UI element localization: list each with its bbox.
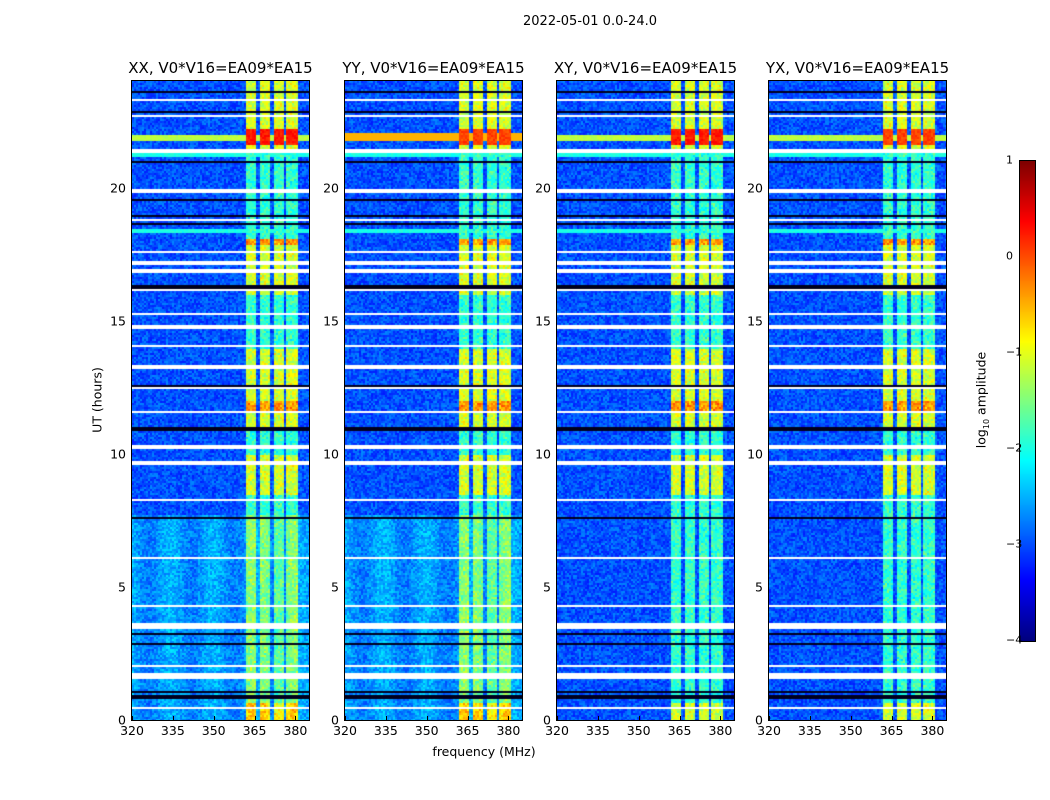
x-tick-label: 350	[414, 723, 439, 738]
x-tick-mark	[932, 716, 934, 720]
x-tick-label: 365	[242, 723, 267, 738]
x-tick-mark	[467, 716, 469, 720]
x-tick-label: 320	[545, 723, 569, 738]
colorbar-tick-label: −4	[1006, 633, 1023, 647]
x-tick-mark	[720, 716, 722, 720]
y-tick-label: 20	[110, 180, 126, 195]
y-tick-label: 15	[747, 313, 763, 329]
panel-title: YY, V0*V16=EA09*EA15	[342, 59, 525, 77]
heatmap-image	[769, 81, 946, 720]
y-tick-label: 5	[755, 579, 763, 595]
x-tick-label: 335	[585, 723, 610, 738]
x-tick-label: 350	[626, 723, 651, 738]
x-tick-label: 365	[667, 723, 692, 738]
x-tick-label: 365	[455, 723, 480, 738]
x-tick-label: 380	[708, 723, 733, 738]
y-tick-label: 10	[747, 446, 763, 462]
y-tick-label: 10	[535, 446, 551, 462]
y-tick-label: 20	[747, 180, 763, 195]
y-tick-label: 15	[110, 313, 126, 329]
heatmap-image	[557, 81, 734, 720]
y-tick-label: 20	[323, 180, 339, 195]
colorbar-tick-label: 1	[1006, 153, 1013, 167]
x-tick-label: 380	[920, 723, 945, 738]
x-tick-label: 380	[283, 723, 308, 738]
x-tick-mark	[132, 716, 133, 720]
colorbar-tick-label: −3	[1006, 537, 1023, 551]
x-tick-label: 365	[879, 723, 904, 738]
figure-title: 2022-05-01 0.0-24.0	[523, 14, 657, 29]
y-tick-label: 0	[331, 712, 339, 728]
y-tick-label: 10	[110, 446, 126, 462]
colorbar-tick-label: −1	[1006, 345, 1023, 359]
x-tick-label: 350	[201, 723, 226, 738]
x-tick-mark	[172, 716, 174, 720]
y-tick-label: 0	[755, 712, 763, 728]
colorbar-label: log10 amplitude	[973, 351, 991, 449]
y-tick-label: 15	[535, 313, 551, 329]
x-tick-mark	[557, 716, 558, 720]
x-tick-mark	[769, 716, 770, 720]
x-tick-mark	[508, 716, 510, 720]
colorbar	[1019, 160, 1036, 642]
x-tick-label: 335	[797, 723, 822, 738]
y-tick-label: 5	[118, 579, 126, 595]
y-tick-label: 20	[535, 180, 551, 195]
heatmap-image	[345, 81, 522, 720]
x-tick-label: 320	[757, 723, 781, 738]
x-tick-mark	[385, 716, 387, 720]
y-tick-label: 0	[543, 712, 551, 728]
panel-title: XX, V0*V16=EA09*EA15	[128, 59, 313, 77]
y-tick-label: 5	[543, 579, 551, 595]
spectrogram-panel-xy: XY, V0*V16=EA09*EA15 320 335 350 365 380 0 5 10 1…	[535, 59, 737, 738]
x-tick-mark	[254, 716, 256, 720]
x-tick-label: 320	[120, 723, 144, 738]
x-tick-mark	[809, 716, 811, 720]
x-axis-label: frequency (MHz)	[432, 744, 536, 759]
spectrogram-panel-yy: YY, V0*V16=EA09*EA15 320 335 350 365 380 0 5 10 1…	[323, 59, 525, 738]
panel-title: XY, V0*V16=EA09*EA15	[553, 59, 738, 77]
heatmap-image	[132, 81, 309, 720]
colorbar-tick-label: −2	[1006, 441, 1023, 455]
x-tick-mark	[850, 716, 852, 720]
x-tick-label: 320	[333, 723, 357, 738]
x-tick-mark	[597, 716, 599, 720]
x-tick-mark	[213, 716, 215, 720]
panel-title: YX, V0*V16=EA09*EA15	[765, 59, 950, 77]
y-tick-label: 15	[323, 313, 339, 329]
x-tick-label: 350	[838, 723, 863, 738]
colorbar-tick-label: 0	[1006, 249, 1013, 263]
x-tick-mark	[345, 716, 346, 720]
y-tick-label: 5	[331, 579, 339, 595]
x-tick-label: 335	[160, 723, 185, 738]
y-tick-label: 0	[118, 712, 126, 728]
x-tick-label: 380	[496, 723, 521, 738]
y-axis-label: UT (hours)	[89, 367, 105, 433]
x-tick-mark	[891, 716, 893, 720]
x-tick-mark	[638, 716, 640, 720]
x-tick-mark	[679, 716, 681, 720]
x-tick-label: 335	[373, 723, 398, 738]
spectrogram-panel-xx: XX, V0*V16=EA09*EA15 320 335 350 365 380 0 5 10 1…	[110, 59, 313, 738]
spectrogram-panel-yx: YX, V0*V16=EA09*EA15 320 335 350 365 380 0 5 10 1…	[747, 59, 949, 738]
x-tick-mark	[426, 716, 428, 720]
x-tick-mark	[295, 716, 297, 720]
y-tick-label: 10	[323, 446, 339, 462]
